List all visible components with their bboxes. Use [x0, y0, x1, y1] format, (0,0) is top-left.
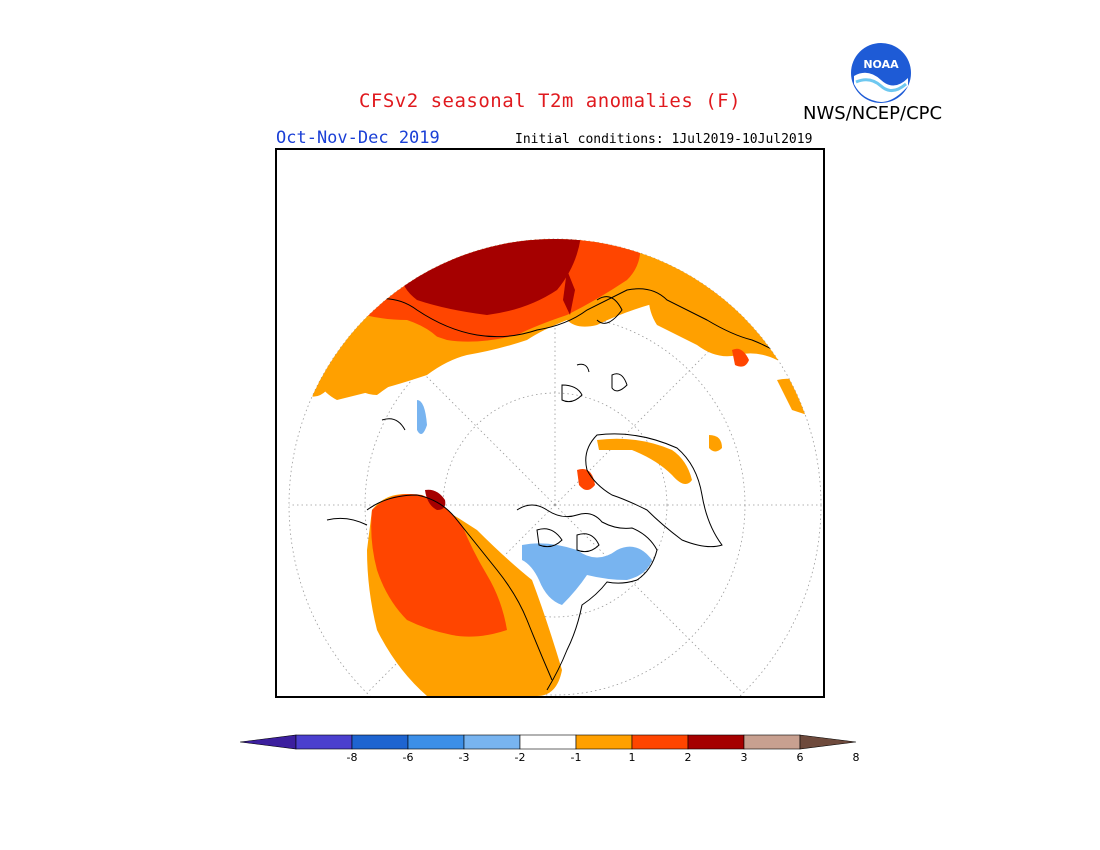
colorbar-swatch: [295, 734, 353, 750]
colorbar-tick-label: 8: [852, 751, 860, 764]
colorbar-swatch: [463, 734, 521, 750]
colorbar-swatch: [407, 734, 465, 750]
colorbar-tick-label: -2: [514, 751, 526, 764]
colorbar-tick-label: 6: [796, 751, 804, 764]
initial-conditions: Initial conditions: 1Jul2019-10Jul2019: [515, 132, 813, 147]
colorbar-tick-label: -6: [402, 751, 414, 764]
colorbar-swatch: [743, 734, 801, 750]
noaa-logo-text: NOAA: [863, 58, 899, 71]
colorbar-tick-label: 3: [740, 751, 748, 764]
map-title: CFSv2 seasonal T2m anomalies (F): [358, 90, 742, 112]
anomaly-canada-cold: [522, 543, 652, 605]
anomaly-north-america-warm: [367, 489, 562, 696]
colorbar-tick-label: -8: [346, 751, 358, 764]
forecast-period: Oct-Nov-Dec 2019: [276, 128, 440, 148]
colorbar-arrow-low: [239, 734, 297, 750]
polar-map: [275, 148, 825, 698]
colorbar-swatch: [519, 734, 577, 750]
organization-label: NWS/NCEP/CPC: [803, 103, 943, 124]
colorbar-tick-label: -3: [458, 751, 470, 764]
colorbar-arrow-high: [799, 734, 857, 750]
colorbar-swatch: [631, 734, 689, 750]
anomaly-europe-warm: [637, 239, 821, 380]
colorbar-labels: -8 -6 -3 -2 -1 1 2 3 6 8: [240, 751, 860, 767]
noaa-logo: NOAA: [850, 42, 912, 104]
colorbar-tick-label: 2: [684, 751, 692, 764]
colorbar-tick-label: -1: [570, 751, 582, 764]
colorbar-swatch: [351, 734, 409, 750]
colorbar-swatch: [687, 734, 745, 750]
colorbar-swatch: [575, 734, 633, 750]
colorbar-tick-label: 1: [628, 751, 636, 764]
colorbar: [239, 733, 860, 755]
